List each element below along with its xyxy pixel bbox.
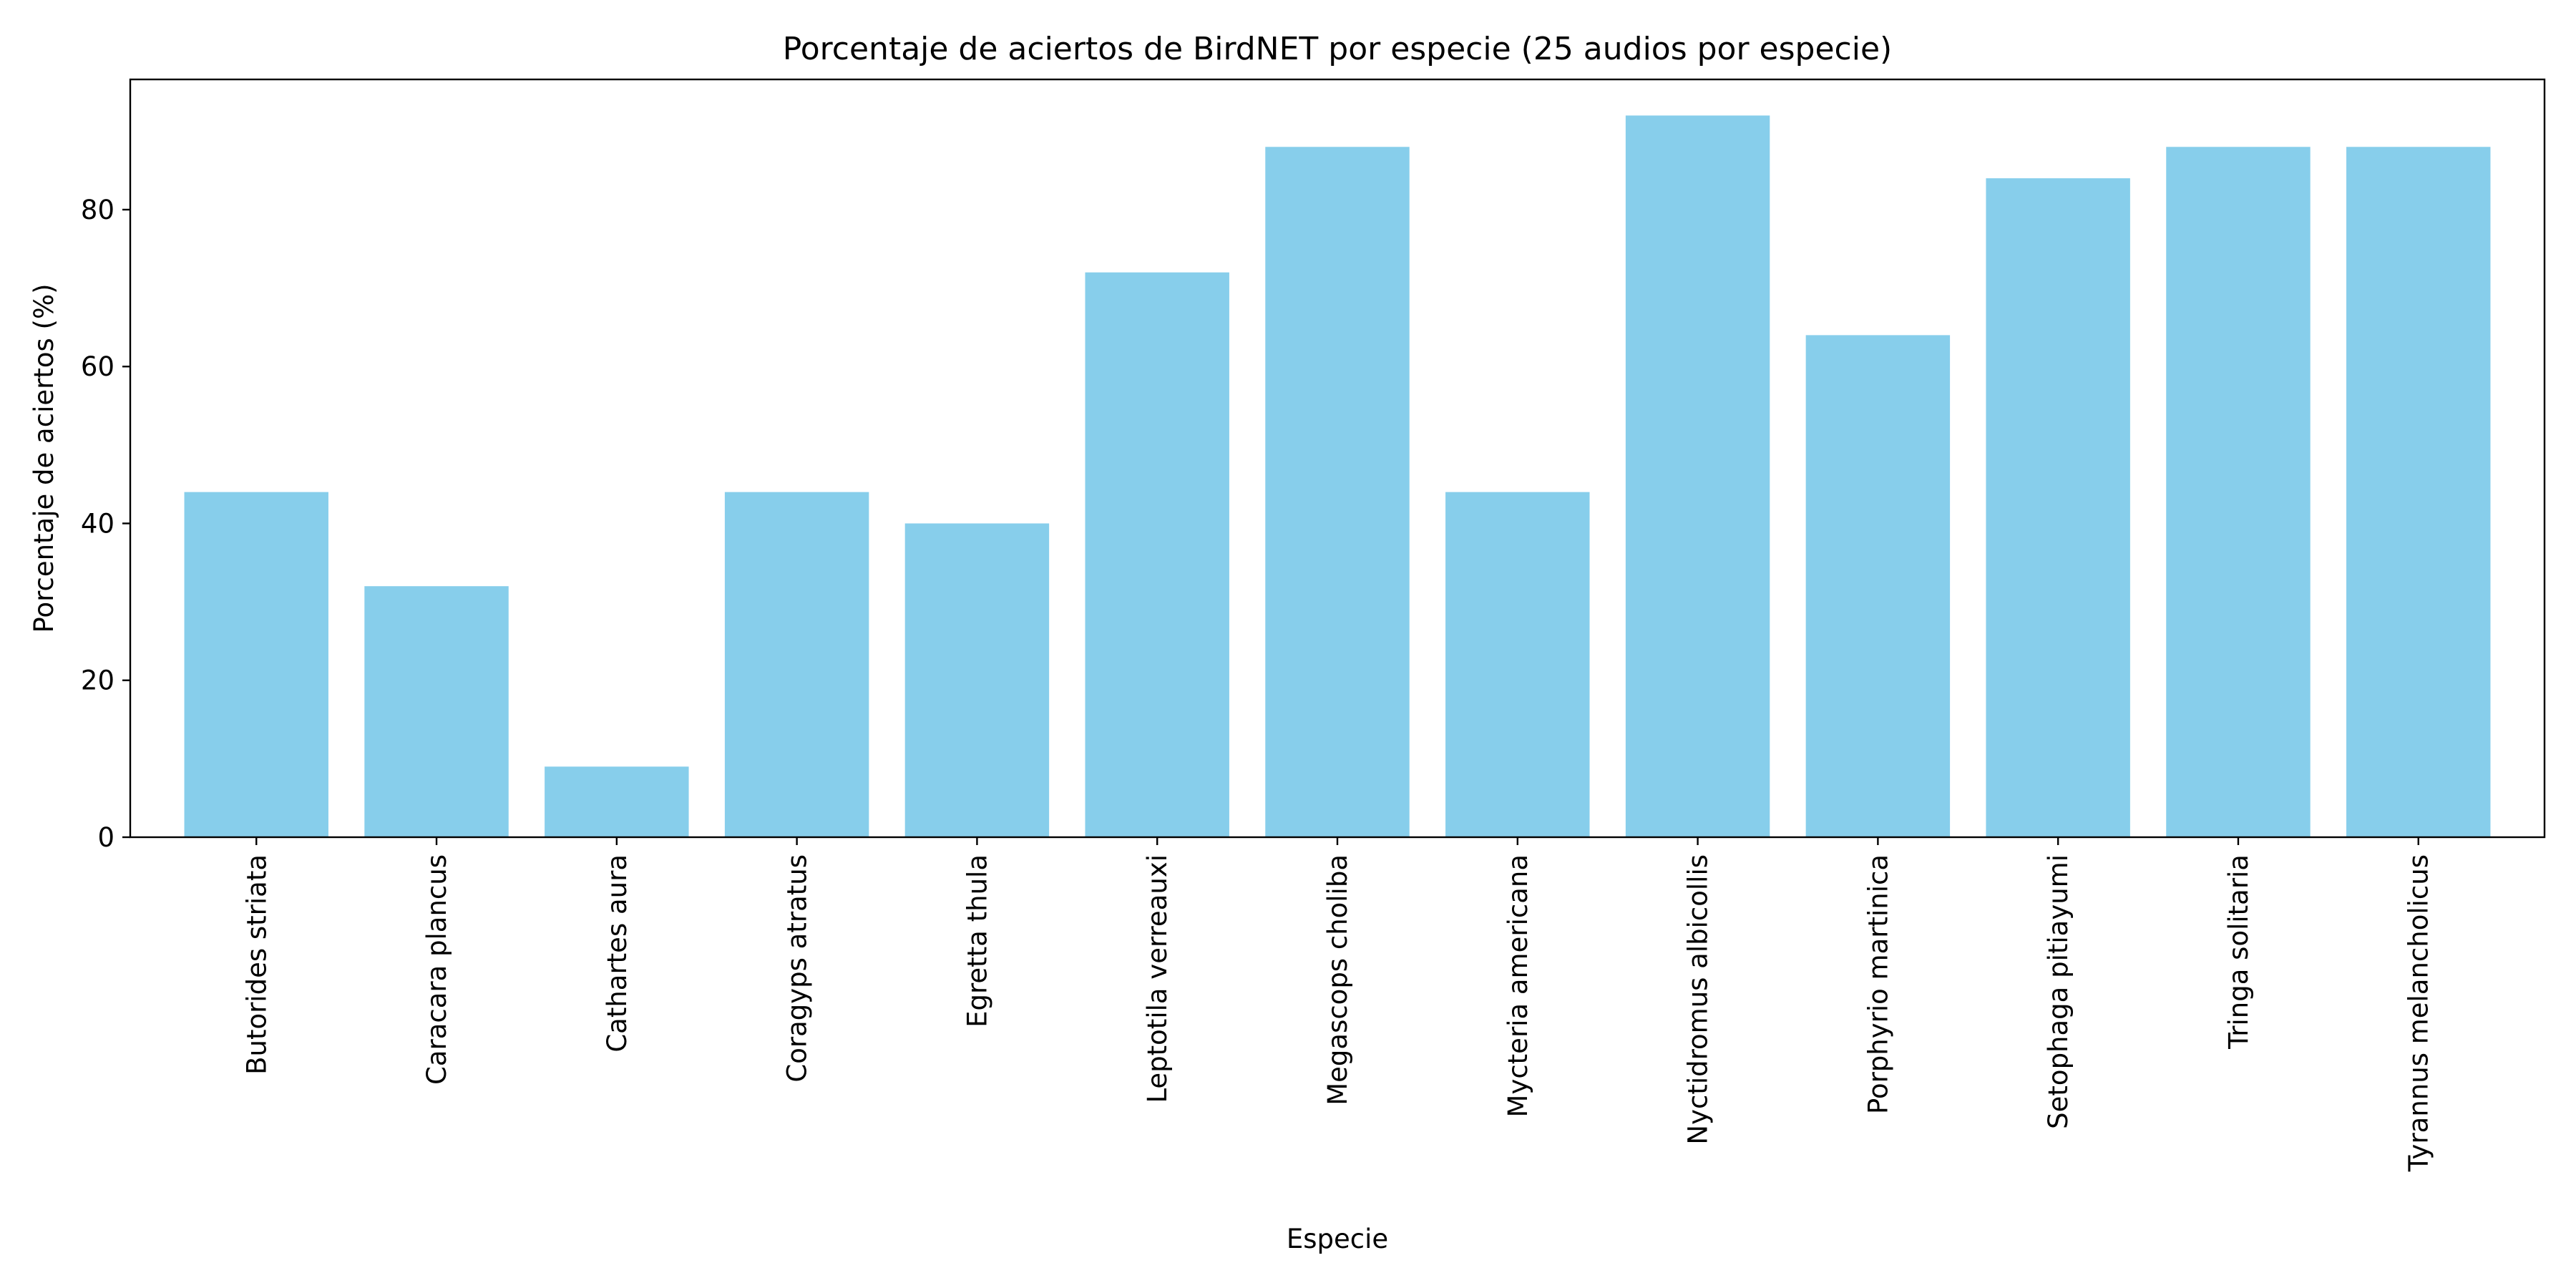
x-tick-label: Coragyps atratus [782,854,813,1083]
y-axis-ticks: 0 20 40 60 80 [81,195,130,853]
plot-frame [129,78,2546,839]
x-tick-label: Cathartes aura [602,854,633,1053]
x-tick-label: Egretta thula [962,854,992,1028]
bar-9 [1805,335,1951,837]
bar-2 [545,766,689,837]
y-axis-label: Porcentaje de aciertos (%) [29,283,59,633]
x-tick-label: Megascops choliba [1322,854,1353,1106]
bar-12 [2346,147,2491,837]
y-tick-label: 40 [81,508,114,539]
bar-5 [1085,272,1229,837]
bar-7 [1445,492,1590,837]
x-tick-label: Mycteria americana [1503,854,1533,1117]
bar-6 [1265,147,1410,837]
x-tick-label: Butorides striata [241,854,272,1075]
y-tick-label: 60 [81,351,114,382]
x-tick-label: Tyrannus melancholicus [2404,854,2434,1172]
bar-10 [1986,178,2130,837]
bar-11 [2166,147,2311,837]
y-tick-label: 80 [81,195,114,225]
x-tick-label: Nyctidromus albicollis [1683,854,1714,1145]
x-tick-label: Leptotila verreauxi [1142,854,1173,1103]
bar-0 [184,492,328,837]
x-tick-label: Setophaga pitiayumi [2043,854,2074,1129]
x-tick-label: Caracara plancus [421,854,452,1085]
x-axis-ticks: Butorides striata Caracara plancus Cathart… [241,837,2434,1172]
x-tick-label: Tringa solitaria [2223,854,2254,1050]
bar-8 [1625,115,1770,837]
x-axis-label: Especie [1287,1224,1388,1254]
bar-3 [724,492,869,837]
y-tick-label: 0 [97,822,114,853]
bar-4 [904,523,1050,837]
bars-group [184,115,2491,837]
y-tick-label: 20 [81,665,114,696]
chart-title: Porcentaje de aciertos de BirdNET por es… [783,31,1892,67]
x-tick-label: Porphyrio martinica [1863,854,1893,1114]
bar-1 [364,586,509,837]
